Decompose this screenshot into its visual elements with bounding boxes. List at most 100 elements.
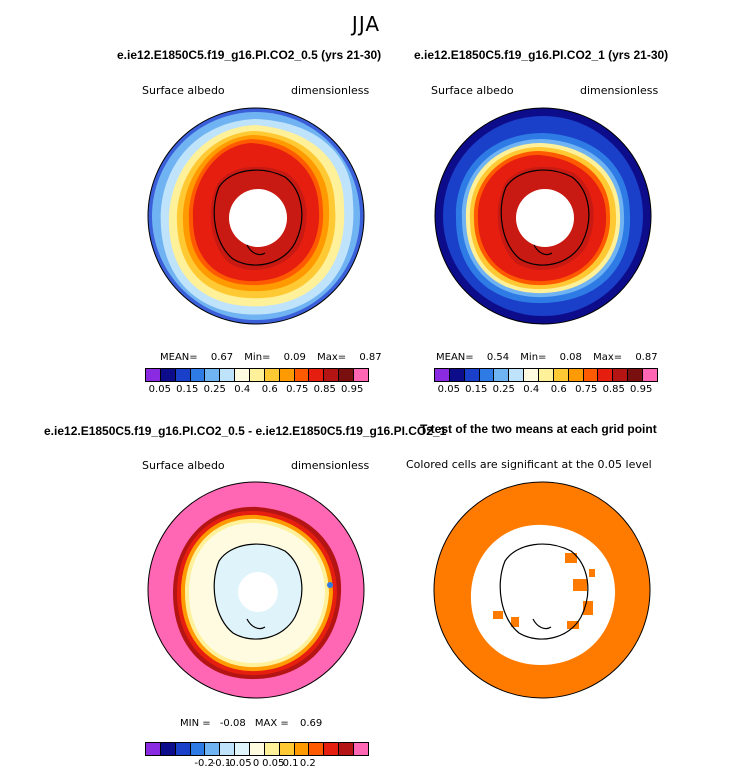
colorbar-swatch	[205, 369, 221, 381]
colorbar-swatch	[449, 369, 465, 381]
colorbar-tick-label: 0.05	[437, 384, 460, 395]
colorbar-swatch	[539, 369, 554, 381]
panel2-min-value: 0.08	[559, 352, 582, 363]
panel1-colorbar-labels: 0.05 0.15 0.25 0.4 0.6 0.75 0.85 0.95	[145, 384, 367, 398]
colorbar-tick-label: 0.1	[282, 758, 299, 769]
colorbar-swatch	[324, 369, 340, 381]
colorbar-tick-label: 0	[252, 758, 260, 769]
colorbar-swatch	[354, 369, 368, 381]
colorbar-tick-label: 0.6	[261, 384, 278, 395]
colorbar-tick-label: 0.2	[299, 758, 316, 769]
colorbar-swatch	[464, 369, 480, 381]
colorbar-swatch	[324, 743, 340, 755]
panel2-min-label: Min=	[520, 352, 547, 363]
colorbar-swatch	[175, 743, 191, 755]
colorbar-swatch	[220, 369, 236, 381]
colorbar-swatch	[220, 743, 236, 755]
colorbar-swatch	[205, 743, 221, 755]
panel1-min-value: 0.09	[283, 352, 306, 363]
colorbar-swatch	[190, 369, 206, 381]
panel2-stats: MEAN= 0.54 Min= 0.08 Max= 0.87	[436, 352, 658, 363]
colorbar-swatch	[509, 369, 525, 381]
colorbar-swatch	[235, 743, 251, 755]
panel3-stats: MIN = -0.08 MAX = 0.69	[180, 718, 380, 729]
panel1-variable-label: Surface albedo	[142, 84, 225, 97]
panel3-title: e.ie12.E1850C5.f19_g16.PI.CO2_0.5 - e.ie…	[44, 424, 447, 438]
panel3-colorbar	[145, 742, 369, 756]
panel2-colorbar-labels: 0.05 0.15 0.25 0.4 0.6 0.75 0.85 0.95	[434, 384, 656, 398]
colorbar-tick-label: 0.6	[550, 384, 567, 395]
panel2-title: e.ie12.E1850C5.f19_g16.PI.CO2_1 (yrs 21-…	[414, 48, 669, 62]
panel1-title: e.ie12.E1850C5.f19_g16.PI.CO2_0.5 (yrs 2…	[117, 48, 382, 62]
panel4-subtitle: Colored cells are significant at the 0.0…	[406, 458, 652, 471]
colorbar-swatch	[146, 743, 161, 755]
panel2-mean-value: 0.54	[486, 352, 510, 363]
colorbar-swatch	[160, 369, 176, 381]
colorbar-tick-label: 0.4	[523, 384, 540, 395]
panel2-variable-label: Surface albedo	[431, 84, 514, 97]
colorbar-tick-label: 0.25	[492, 384, 515, 395]
colorbar-swatch	[250, 743, 265, 755]
panel2-max-label: Max=	[593, 352, 623, 363]
panel3-variable-label: Surface albedo	[142, 459, 225, 472]
colorbar-tick-label: 0.95	[630, 384, 653, 395]
colorbar-swatch	[146, 369, 161, 381]
panel2-colorbar	[434, 368, 658, 382]
panel1-max-label: Max=	[317, 352, 347, 363]
panel1-min-label: Min=	[244, 352, 271, 363]
colorbar-swatch	[175, 369, 191, 381]
panel1-stats: MEAN= 0.67 Min= 0.09 Max= 0.87	[160, 352, 382, 363]
colorbar-tick-label: 0.85	[313, 384, 336, 395]
colorbar-swatch	[568, 369, 584, 381]
colorbar-tick-label: 0.75	[575, 384, 598, 395]
colorbar-swatch	[643, 369, 657, 381]
panel2-units-label: dimensionless	[580, 84, 659, 97]
panel2-polar-map	[434, 107, 652, 325]
panel2-mean-label: MEAN=	[436, 352, 474, 363]
colorbar-swatch	[494, 369, 510, 381]
colorbar-tick-label: 0.25	[203, 384, 226, 395]
colorbar-tick-label: -0.05	[225, 758, 252, 769]
colorbar-swatch	[160, 743, 176, 755]
colorbar-swatch	[279, 743, 295, 755]
colorbar-tick-label: 0.95	[341, 384, 364, 395]
colorbar-tick-label: -0.2	[194, 758, 214, 769]
panel1-mean-value: 0.67	[210, 352, 234, 363]
colorbar-swatch	[553, 369, 569, 381]
colorbar-swatch	[628, 369, 644, 381]
panel3-polar-map	[147, 481, 365, 699]
colorbar-swatch	[354, 743, 368, 755]
colorbar-swatch	[613, 369, 629, 381]
colorbar-swatch	[294, 743, 310, 755]
panel1-units-label: dimensionless	[291, 84, 370, 97]
colorbar-swatch	[264, 743, 280, 755]
colorbar-swatch	[264, 369, 280, 381]
colorbar-tick-label: 0.4	[234, 384, 251, 395]
panel1-max-value: 0.87	[359, 352, 382, 363]
colorbar-tick-label: 0.05	[148, 384, 171, 395]
figure-title: JJA	[351, 12, 381, 36]
colorbar-swatch	[190, 743, 206, 755]
colorbar-tick-label: 0.05	[262, 758, 285, 769]
panel1-colorbar	[145, 368, 369, 382]
panel4-title: T-test of the two means at each grid poi…	[420, 422, 657, 436]
panel4-significance-map	[433, 481, 651, 699]
colorbar-swatch	[339, 743, 355, 755]
colorbar-tick-label: 0.75	[286, 384, 309, 395]
colorbar-swatch	[435, 369, 450, 381]
panel3-max-value: 0.69	[299, 718, 323, 729]
colorbar-tick-label: 0.15	[176, 384, 199, 395]
panel1-polar-map	[147, 107, 365, 325]
colorbar-swatch	[279, 369, 295, 381]
colorbar-tick-label: 0.85	[602, 384, 625, 395]
colorbar-swatch	[250, 369, 265, 381]
panel3-colorbar-labels: -0.2 -0.1 -0.05 0 0.05 0.1 0.2	[145, 758, 367, 772]
colorbar-tick-label: -0.1	[211, 758, 232, 769]
colorbar-swatch	[309, 369, 325, 381]
colorbar-tick-label: 0.15	[465, 384, 488, 395]
panel3-min-value: -0.08	[219, 718, 246, 729]
panel1-mean-label: MEAN=	[160, 352, 198, 363]
colorbar-swatch	[598, 369, 614, 381]
colorbar-swatch	[479, 369, 495, 381]
panel3-min-label: MIN =	[180, 718, 211, 729]
